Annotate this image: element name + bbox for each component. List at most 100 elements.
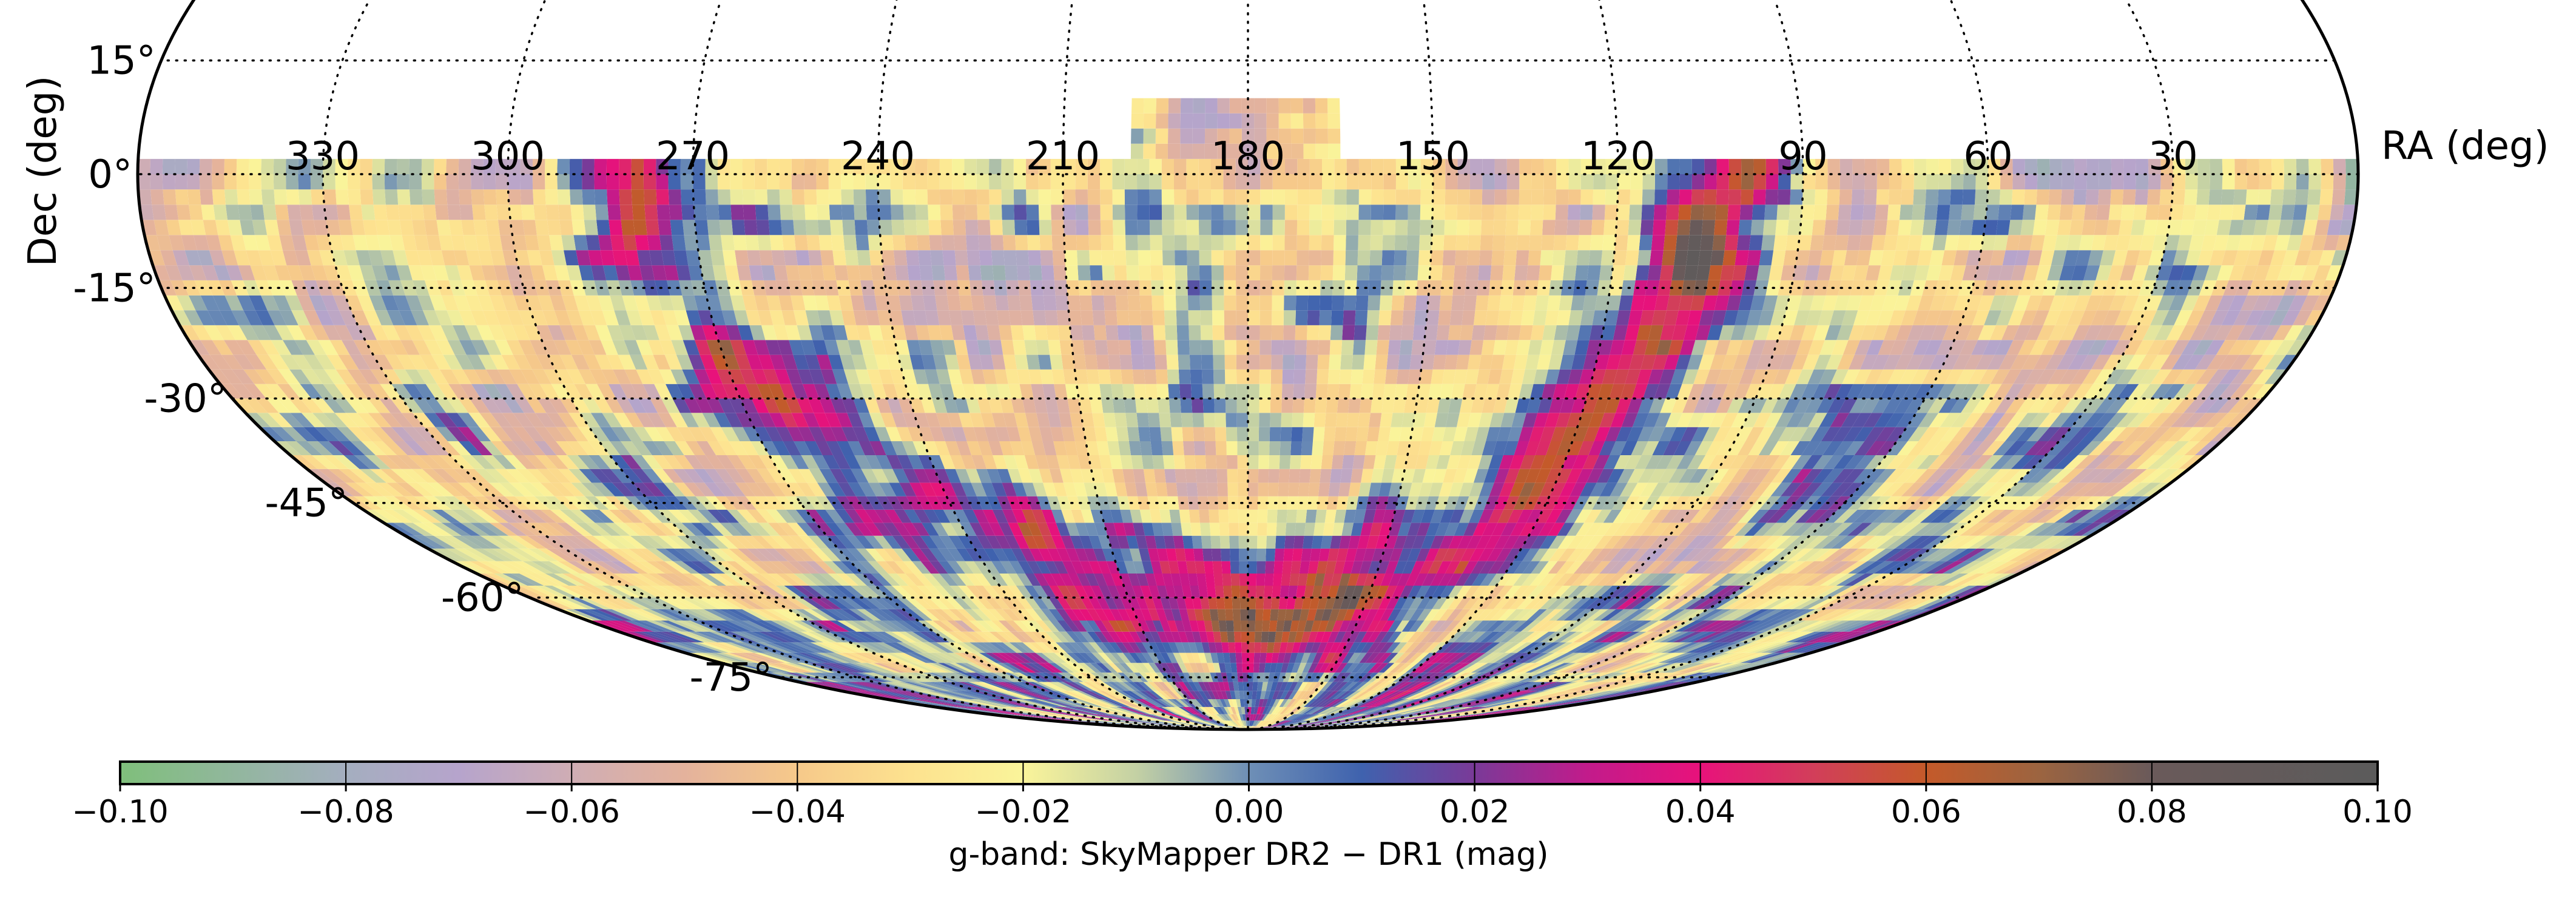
- heat-cell: [1360, 691, 1380, 699]
- heat-cell: [1383, 682, 1403, 691]
- heat-cell: [1344, 714, 1378, 721]
- heat-cell: [843, 682, 886, 691]
- heat-cell: [1236, 699, 1241, 707]
- heat-cell: [1248, 726, 1307, 729]
- heat-cell: [1429, 706, 1471, 714]
- heat-cell: [1328, 482, 1341, 496]
- heat-cell: [1455, 706, 1502, 714]
- heat-cell: [1136, 714, 1165, 721]
- heat-cell: [1540, 699, 1590, 707]
- heat-cell: [1261, 699, 1269, 707]
- heat-cell: [1248, 726, 1265, 729]
- heat-cell: [863, 682, 905, 691]
- heat-cell: [1248, 586, 1256, 598]
- heat-cell: [1401, 682, 1423, 691]
- heat-cell: [1218, 496, 1229, 510]
- heat-cell: [1274, 714, 1286, 721]
- heat-cell: [1238, 535, 1248, 549]
- heat-cell: [1088, 682, 1108, 691]
- heat-cell: [1147, 699, 1165, 707]
- heat-cell: [1280, 691, 1289, 699]
- heat-cell: [1298, 720, 1330, 726]
- heat-cell: [1238, 509, 1248, 523]
- heat-cell: [1248, 726, 1281, 729]
- heat-cell: [1226, 441, 1238, 455]
- heat-cell: [1370, 682, 1388, 691]
- heat-cell: [1317, 706, 1335, 714]
- heat-cell: [1135, 691, 1151, 699]
- heat-cell: [1257, 523, 1267, 536]
- heat-cell: [1235, 720, 1241, 726]
- heat-cell: [1477, 699, 1517, 707]
- heat-cell: [1281, 720, 1303, 726]
- heat-cell: [1224, 597, 1233, 609]
- heat-cell: [1164, 714, 1187, 721]
- heat-cell: [813, 682, 859, 691]
- heat-cell: [1293, 535, 1304, 549]
- heat-cell: [1263, 720, 1275, 726]
- heat-cell: [1293, 699, 1304, 707]
- heat-cell: [1397, 714, 1447, 721]
- heat-cell: [1248, 574, 1257, 586]
- heat-cell: [1125, 691, 1144, 699]
- heat-cell: [1546, 682, 1583, 691]
- heat-cell: [1143, 469, 1156, 483]
- heat-cell: [1227, 726, 1248, 729]
- heat-cell: [945, 706, 1001, 714]
- heat-cell: [1320, 682, 1333, 691]
- heat-cell: [1280, 586, 1290, 598]
- heat-cell: [1377, 427, 1391, 441]
- heat-cell: [1313, 720, 1354, 726]
- heat-cell: [1118, 441, 1131, 455]
- heat-cell: [973, 706, 1023, 714]
- heat-cell: [1229, 523, 1239, 536]
- heat-cell: [1168, 720, 1199, 726]
- heat-cell: [1386, 706, 1418, 714]
- heat-cell: [1357, 682, 1373, 691]
- heat-cell: [1593, 672, 1629, 682]
- heat-cell: [981, 691, 1015, 699]
- heat-cell: [1188, 682, 1198, 691]
- heat-cell: [1131, 720, 1176, 726]
- heat-cell: [1395, 714, 1444, 721]
- heat-cell: [1204, 699, 1213, 707]
- heat-cell: [1274, 548, 1285, 561]
- heat-cell: [1216, 469, 1228, 483]
- heat-cell: [1345, 427, 1358, 441]
- heat-cell: [904, 691, 946, 699]
- heat-cell: [1220, 548, 1230, 561]
- heat-cell: [1192, 706, 1205, 714]
- heat-cell: [1208, 682, 1216, 691]
- heat-cell: [1119, 699, 1141, 707]
- heat-cell: [1320, 469, 1332, 483]
- heat-cell: [1369, 706, 1398, 714]
- heat-cell: [1421, 691, 1448, 699]
- heat-cell: [1280, 720, 1301, 726]
- heat-cell: [1248, 726, 1333, 729]
- heat-cell: [1008, 682, 1036, 691]
- heat-cell: [1168, 726, 1248, 729]
- heat-cell: [1147, 714, 1173, 721]
- heat-cell: [1133, 706, 1156, 714]
- heat-cell: [1288, 482, 1300, 496]
- heat-cell: [1479, 682, 1508, 691]
- heat-cell: [1161, 706, 1179, 714]
- heat-cell: [1170, 714, 1191, 721]
- heat-cell: [1411, 682, 1433, 691]
- heat-cell: [1144, 691, 1160, 699]
- heat-cell: [1312, 691, 1325, 699]
- heat-cell: [1219, 523, 1230, 536]
- heat-cell: [1256, 682, 1263, 691]
- heat-cell: [1202, 706, 1214, 714]
- heat-cell: [1048, 691, 1075, 699]
- heat-cell: [1283, 548, 1294, 561]
- heat-cell: [1260, 720, 1270, 726]
- heat-cell: [1156, 714, 1180, 721]
- heat-cell: [1597, 691, 1647, 699]
- heat-cell: [1404, 691, 1429, 699]
- heat-cell: [868, 691, 914, 699]
- heat-cell: [1334, 682, 1348, 691]
- heat-cell: [1315, 682, 1328, 691]
- heat-cell: [1406, 682, 1428, 691]
- heat-cell: [1425, 699, 1457, 707]
